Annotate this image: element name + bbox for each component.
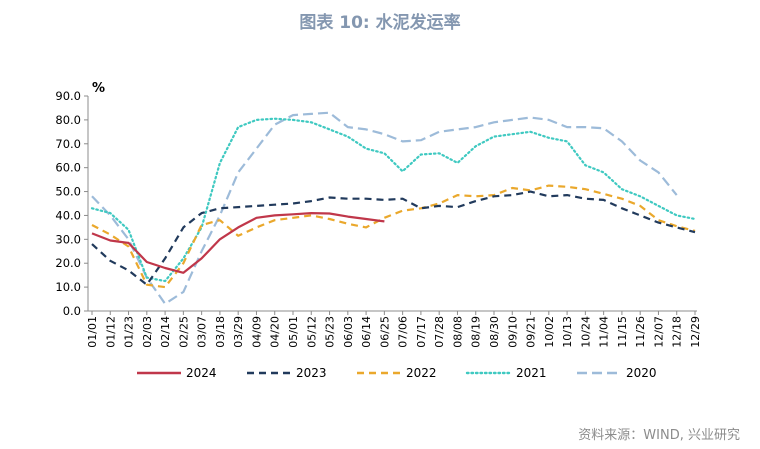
y-tick-label: 50.0 bbox=[55, 185, 81, 199]
x-tick-label: 10/13 bbox=[561, 316, 574, 348]
x-tick-label: 01/01 bbox=[86, 316, 99, 348]
x-tick-label: 11/26 bbox=[634, 316, 647, 348]
x-tick-label: 11/04 bbox=[598, 316, 611, 348]
x-tick-label: 07/06 bbox=[397, 316, 410, 348]
legend: 2024 2023 2022 2021 2020 bbox=[137, 366, 657, 380]
y-tick-label: 80.0 bbox=[55, 113, 81, 127]
legend-label-2021: 2021 bbox=[516, 366, 547, 380]
x-tick-label: 02/25 bbox=[177, 316, 190, 348]
x-tick-label: 01/12 bbox=[104, 316, 117, 348]
y-tick-label: 10.0 bbox=[55, 280, 81, 294]
legend-label-2020: 2020 bbox=[626, 366, 657, 380]
chart-title: 图表 10: 水泥发运率 bbox=[299, 13, 461, 33]
y-tick-label: 0.0 bbox=[63, 304, 81, 318]
x-tick-label: 10/02 bbox=[543, 316, 556, 348]
x-tick-label: 11/15 bbox=[616, 316, 629, 348]
x-tick-label: 02/03 bbox=[141, 316, 154, 348]
x-tick-label: 12/29 bbox=[689, 316, 702, 348]
x-tick-label: 08/08 bbox=[451, 316, 464, 348]
x-tick-label: 06/03 bbox=[342, 316, 355, 348]
x-tick-label: 06/14 bbox=[360, 316, 373, 348]
series-line-2024 bbox=[91, 212, 385, 274]
legend-label-2023: 2023 bbox=[296, 366, 327, 380]
y-tick-label: 40.0 bbox=[55, 208, 81, 222]
legend-label-2022: 2022 bbox=[406, 366, 437, 380]
x-tick-label: 03/07 bbox=[196, 316, 209, 348]
y-axis-unit: % bbox=[92, 81, 105, 96]
x-tick-label: 05/01 bbox=[287, 316, 300, 348]
y-tick-label: 60.0 bbox=[55, 161, 81, 175]
source-note: 资料来源：WIND, 兴业研究 bbox=[578, 428, 740, 443]
x-tick-label: 09/10 bbox=[506, 316, 519, 348]
x-tick-label: 07/17 bbox=[415, 316, 428, 348]
series-line-2021 bbox=[90, 117, 697, 283]
series-layer bbox=[90, 111, 697, 305]
x-tick-label: 04/09 bbox=[250, 316, 263, 348]
y-tick-label: 70.0 bbox=[55, 137, 81, 151]
x-tick-label: 08/19 bbox=[470, 316, 483, 348]
y-tick-label: 20.0 bbox=[55, 256, 81, 270]
x-tick-label: 09/21 bbox=[525, 316, 538, 348]
series-line-2020 bbox=[91, 111, 678, 305]
x-tick-label: 08/30 bbox=[488, 316, 501, 348]
x-tick-label: 01/23 bbox=[123, 316, 136, 348]
x-tick-label: 03/29 bbox=[232, 316, 245, 348]
legend-label-2024: 2024 bbox=[186, 366, 217, 380]
series-line-2023 bbox=[91, 190, 696, 286]
axes: 0.0 10.0 20.0 30.0 40.0 50.0 60.0 70.0 80.0 90.0%… bbox=[55, 81, 702, 348]
x-tick-label: 04/20 bbox=[269, 316, 282, 348]
x-tick-label: 05/23 bbox=[324, 316, 337, 348]
y-tick-label: 30.0 bbox=[55, 232, 81, 246]
x-tick-label: 07/28 bbox=[433, 316, 446, 348]
x-tick-label: 06/25 bbox=[378, 316, 391, 348]
x-tick-label: 10/24 bbox=[579, 316, 592, 348]
x-tick-label: 05/12 bbox=[305, 316, 318, 348]
x-tick-label: 02/14 bbox=[159, 316, 172, 348]
x-tick-label: 12/18 bbox=[671, 316, 684, 348]
x-tick-label: 12/07 bbox=[652, 316, 665, 348]
series-line-2022 bbox=[91, 184, 696, 289]
x-tick-label: 03/18 bbox=[214, 316, 227, 348]
y-tick-label: 90.0 bbox=[55, 89, 81, 103]
